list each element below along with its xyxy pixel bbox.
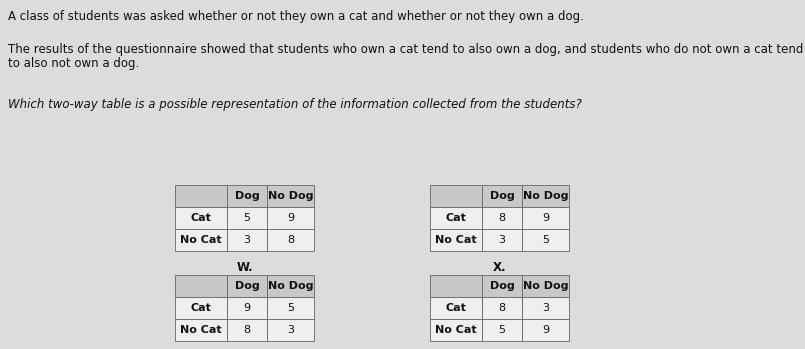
Text: 3: 3 bbox=[542, 303, 549, 313]
Text: Cat: Cat bbox=[445, 303, 466, 313]
Bar bbox=[267, 297, 314, 319]
Text: Cat: Cat bbox=[445, 213, 466, 223]
Text: 5: 5 bbox=[287, 303, 294, 313]
Bar bbox=[267, 275, 314, 297]
Text: 3: 3 bbox=[287, 325, 294, 335]
Text: No Cat: No Cat bbox=[180, 325, 222, 335]
Bar bbox=[430, 275, 482, 297]
Text: Dog: Dog bbox=[234, 191, 259, 201]
Bar bbox=[522, 297, 569, 319]
Text: 9: 9 bbox=[542, 213, 549, 223]
Bar bbox=[522, 185, 569, 207]
Bar bbox=[482, 207, 522, 229]
Text: No Cat: No Cat bbox=[436, 235, 477, 245]
Bar bbox=[482, 297, 522, 319]
Text: The results of the questionnaire showed that students who own a cat tend to also: The results of the questionnaire showed … bbox=[8, 43, 803, 56]
Text: 9: 9 bbox=[542, 325, 549, 335]
Bar bbox=[522, 207, 569, 229]
Text: 5: 5 bbox=[498, 325, 506, 335]
Bar bbox=[227, 297, 267, 319]
Text: 9: 9 bbox=[243, 303, 250, 313]
Text: 5: 5 bbox=[243, 213, 250, 223]
Text: Cat: Cat bbox=[191, 213, 212, 223]
Bar bbox=[522, 275, 569, 297]
Bar bbox=[175, 185, 227, 207]
Text: 8: 8 bbox=[287, 235, 294, 245]
Text: W.: W. bbox=[236, 261, 253, 274]
Text: 5: 5 bbox=[542, 235, 549, 245]
Text: No Dog: No Dog bbox=[268, 191, 313, 201]
Bar bbox=[482, 319, 522, 341]
Text: Which two-way table is a possible representation of the information collected fr: Which two-way table is a possible repres… bbox=[8, 98, 582, 111]
Bar bbox=[227, 229, 267, 251]
Text: 3: 3 bbox=[243, 235, 250, 245]
Text: 3: 3 bbox=[498, 235, 506, 245]
Bar bbox=[227, 319, 267, 341]
Bar bbox=[227, 185, 267, 207]
Text: X.: X. bbox=[493, 261, 506, 274]
Bar bbox=[430, 297, 482, 319]
Bar bbox=[267, 229, 314, 251]
Bar bbox=[482, 275, 522, 297]
Bar bbox=[430, 319, 482, 341]
Bar bbox=[430, 185, 482, 207]
Bar bbox=[482, 185, 522, 207]
Text: to also not own a dog.: to also not own a dog. bbox=[8, 57, 139, 70]
Bar bbox=[227, 207, 267, 229]
Text: A class of students was asked whether or not they own a cat and whether or not t: A class of students was asked whether or… bbox=[8, 10, 584, 23]
Bar bbox=[175, 207, 227, 229]
Text: No Dog: No Dog bbox=[522, 281, 568, 291]
Text: 9: 9 bbox=[287, 213, 294, 223]
Bar bbox=[227, 275, 267, 297]
Bar bbox=[267, 319, 314, 341]
Text: 8: 8 bbox=[498, 213, 506, 223]
Text: No Cat: No Cat bbox=[180, 235, 222, 245]
Text: Dog: Dog bbox=[489, 191, 514, 201]
Text: No Dog: No Dog bbox=[522, 191, 568, 201]
Bar bbox=[175, 229, 227, 251]
Text: Cat: Cat bbox=[191, 303, 212, 313]
Bar bbox=[430, 229, 482, 251]
Bar bbox=[430, 207, 482, 229]
Text: No Cat: No Cat bbox=[436, 325, 477, 335]
Text: Dog: Dog bbox=[489, 281, 514, 291]
Bar bbox=[175, 297, 227, 319]
Text: 8: 8 bbox=[243, 325, 250, 335]
Text: 8: 8 bbox=[498, 303, 506, 313]
Text: Dog: Dog bbox=[234, 281, 259, 291]
Bar bbox=[522, 319, 569, 341]
Text: No Dog: No Dog bbox=[268, 281, 313, 291]
Bar bbox=[175, 275, 227, 297]
Bar bbox=[267, 207, 314, 229]
Bar bbox=[175, 319, 227, 341]
Bar bbox=[267, 185, 314, 207]
Bar bbox=[522, 229, 569, 251]
Bar bbox=[482, 229, 522, 251]
